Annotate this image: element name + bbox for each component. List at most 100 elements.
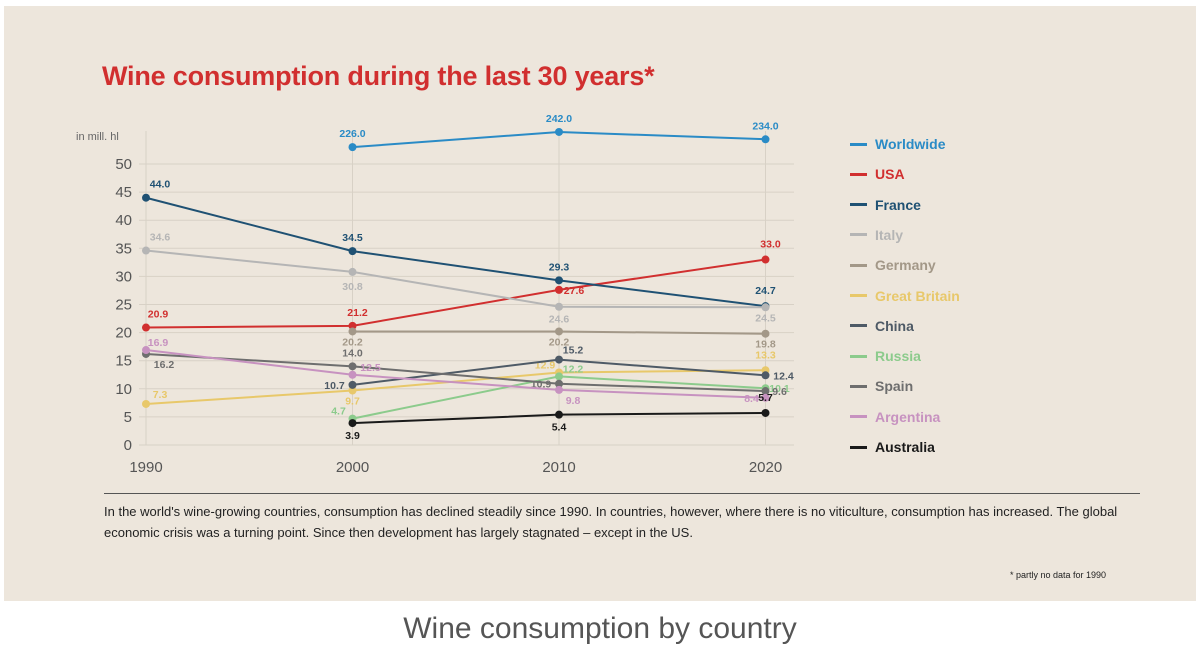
data-point-worldwide (555, 127, 563, 136)
data-label-germany: 20.2 (342, 336, 363, 348)
data-label-china: 12.4 (773, 370, 794, 382)
data-point-italy (142, 246, 150, 255)
data-label-argentina: 8.4 (744, 393, 759, 405)
legend-label: China (875, 317, 914, 334)
data-label-usa: 27.6 (564, 285, 585, 297)
legend-label: Germany (875, 257, 936, 274)
legend-swatch (850, 294, 867, 297)
data-point-italy (761, 303, 770, 312)
data-point-spain (348, 362, 357, 371)
data-label-worldwide: 226.0 (339, 128, 365, 140)
data-point-worldwide (348, 143, 357, 152)
legend-item-france: France (850, 195, 921, 215)
data-point-great-britain (348, 386, 357, 395)
legend-label: Argentina (875, 408, 941, 425)
y-tick-label: 0 (124, 437, 132, 454)
y-axis-unit-label: in mill. hl (76, 131, 119, 143)
data-label-spain: 14.0 (342, 347, 363, 359)
data-point-china (555, 355, 563, 364)
data-label-usa: 33.0 (760, 239, 781, 251)
data-label-russia: 4.7 (331, 406, 346, 418)
data-point-spain (761, 387, 770, 396)
legend-swatch (850, 142, 867, 146)
legend-item-china: China (850, 316, 914, 336)
data-point-france (348, 247, 357, 256)
x-tick-label: 1990 (129, 459, 162, 476)
series-line-spain (145, 352, 766, 393)
data-point-argentina (761, 393, 770, 402)
x-tick-label: 2000 (336, 459, 369, 476)
data-point-france (555, 276, 563, 285)
data-point-spain (555, 379, 563, 388)
data-point-usa (348, 321, 357, 330)
legend-label: Italy (875, 226, 904, 243)
legend-item-argentina: Argentina (850, 407, 940, 427)
legend-item-worldwide: Worldwide (850, 134, 946, 154)
data-label-china: 15.2 (563, 345, 584, 357)
data-point-australia (348, 419, 357, 428)
chart-title: Wine consumption during the last 30 year… (102, 61, 655, 91)
data-point-argentina (348, 370, 357, 379)
y-tick-label: 45 (115, 184, 132, 201)
y-tick-label: 10 (115, 381, 132, 398)
legend-label: USA (875, 166, 905, 183)
data-label-usa: 21.2 (347, 307, 368, 319)
data-label-worldwide: 234.0 (752, 120, 778, 132)
data-label-germany: 19.8 (755, 339, 776, 351)
data-point-worldwide (761, 135, 770, 144)
data-label-spain: 16.2 (154, 359, 175, 371)
data-point-italy (555, 302, 563, 311)
series-line-france (145, 196, 766, 308)
data-label-france: 44.0 (150, 179, 171, 191)
x-tick-label: 2010 (542, 459, 575, 476)
legend-label: France (875, 196, 921, 213)
data-point-germany (555, 327, 563, 336)
data-label-usa: 20.9 (148, 309, 169, 321)
legend-swatch (850, 324, 867, 328)
legend-swatch (850, 233, 867, 237)
y-tick-label: 15 (115, 353, 132, 370)
data-label-argentina: 16.9 (148, 337, 169, 349)
y-tick-label: 20 (115, 325, 132, 342)
y-tick-label: 40 (115, 212, 132, 229)
data-label-great-britain: 9.7 (345, 395, 360, 407)
data-point-russia (555, 372, 563, 381)
data-label-australia: 5.4 (552, 422, 567, 434)
data-label-france: 24.7 (755, 285, 776, 297)
data-label-italy: 30.8 (342, 281, 363, 293)
data-label-great-britain: 7.3 (153, 389, 168, 401)
divider (104, 493, 1140, 494)
data-label-france: 34.5 (342, 232, 363, 244)
legend-swatch (850, 203, 867, 207)
footnote: * partly no data for 1990 (1010, 570, 1107, 580)
legend-item-great-britain: Great Britain (850, 286, 960, 306)
legend-swatch (850, 354, 867, 358)
legend-label: Great Britain (875, 287, 960, 304)
data-label-great-britain: 13.3 (755, 349, 776, 361)
data-point-china (761, 371, 770, 380)
y-tick-label: 50 (115, 156, 132, 173)
chart-description: In the world's wine-growing countries, c… (104, 504, 1118, 540)
data-point-china (348, 380, 357, 389)
data-point-australia (555, 410, 563, 419)
legend-swatch (850, 384, 867, 388)
legend-swatch (850, 445, 867, 449)
data-point-argentina (555, 385, 563, 394)
data-label-china: 10.7 (324, 380, 345, 392)
y-tick-label: 5 (124, 409, 132, 426)
legend-item-russia: Russia (850, 346, 921, 366)
data-point-france (142, 193, 150, 202)
x-tick-label: 2020 (749, 459, 782, 476)
data-label-russia: 10.1 (769, 383, 790, 395)
legend-label: Spain (875, 378, 914, 395)
data-point-usa (142, 323, 150, 332)
legend-swatch (850, 263, 867, 267)
data-label-spain: 9.6 (772, 386, 787, 398)
line-chart: 0 5 10 15 20 25 30 35 40 45 50 1990 2000 2010 2020 226.… (115, 113, 794, 476)
data-label-russia: 12.2 (563, 363, 584, 375)
legend-item-usa: USA (850, 164, 905, 184)
data-point-germany (761, 329, 770, 338)
image-caption: Wine consumption by country (403, 612, 797, 645)
data-label-italy: 24.6 (549, 314, 570, 326)
legend-swatch (850, 415, 867, 419)
